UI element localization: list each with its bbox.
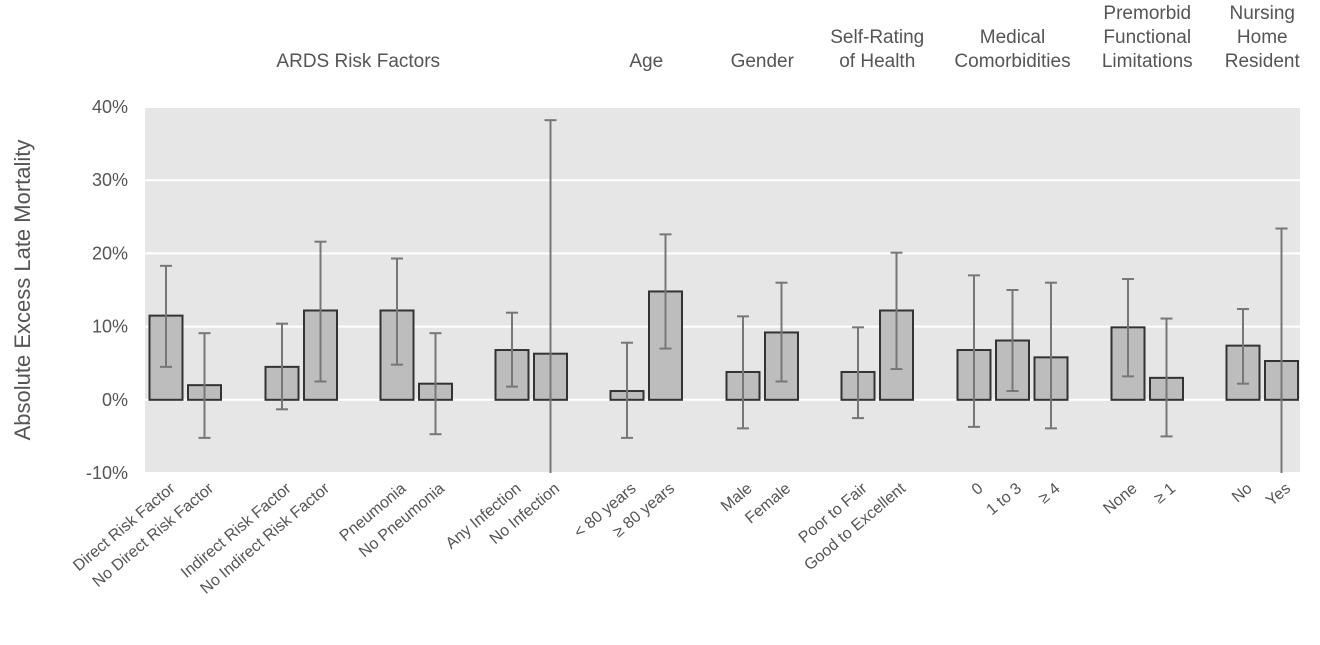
error-bar: [391, 257, 403, 366]
y-tick-label: -10%: [86, 463, 128, 483]
y-tick-label: 40%: [92, 97, 128, 117]
group-label: Gender: [731, 51, 795, 72]
error-bar: [1237, 308, 1249, 385]
group-label: Medical Comorbidities: [954, 27, 1070, 72]
error-bar: [1045, 281, 1057, 430]
group-label: ARDS Risk Factors: [276, 51, 440, 72]
category-label: 1 to 3: [983, 480, 1025, 519]
y-tick-label: 30%: [92, 170, 128, 190]
error-bar: [968, 274, 980, 428]
error-bar: [276, 322, 288, 411]
y-tick-labels: -10% 0% 10% 20% 30% 40%: [86, 97, 128, 483]
category-label: No: [1229, 480, 1256, 506]
error-bar: [314, 240, 327, 383]
error-bars: [160, 119, 1288, 473]
category-label: ≥ 1: [1151, 480, 1179, 507]
group-label: Premorbid Functional Limitations: [1102, 3, 1193, 72]
y-tick-label: 20%: [92, 243, 128, 263]
y-axis-title: Absolute Excess Late Mortality: [10, 140, 35, 441]
plot-background: [145, 107, 1300, 473]
category-label: Yes: [1263, 480, 1294, 510]
error-bar: [659, 233, 672, 350]
y-tick-label: 0%: [102, 390, 128, 410]
category-label: None: [1100, 480, 1140, 518]
error-bar: [775, 281, 788, 383]
error-bar: [160, 264, 172, 368]
category-label: ≥ 4: [1036, 480, 1064, 507]
error-bar: [852, 326, 864, 420]
error-bar: [1275, 227, 1288, 473]
group-labels: ARDS Risk Factors Age Gender Self-Rating of …: [276, 3, 1300, 72]
error-bar: [506, 311, 518, 388]
error-bar: [1122, 278, 1134, 378]
error-bar: [1160, 317, 1173, 438]
error-bar: [198, 332, 211, 439]
group-label: Self-Rating of Health: [830, 27, 924, 72]
error-bar: [544, 119, 557, 473]
group-label: Age: [629, 51, 663, 72]
error-bar: [890, 251, 903, 371]
group-label: Nursing Home Resident: [1225, 3, 1301, 72]
error-bar: [429, 332, 442, 436]
error-bar: [1006, 289, 1019, 393]
error-bar: [737, 315, 749, 430]
category-label: 0: [969, 480, 987, 499]
y-tick-label: 10%: [92, 317, 128, 337]
error-bar: [621, 341, 633, 439]
